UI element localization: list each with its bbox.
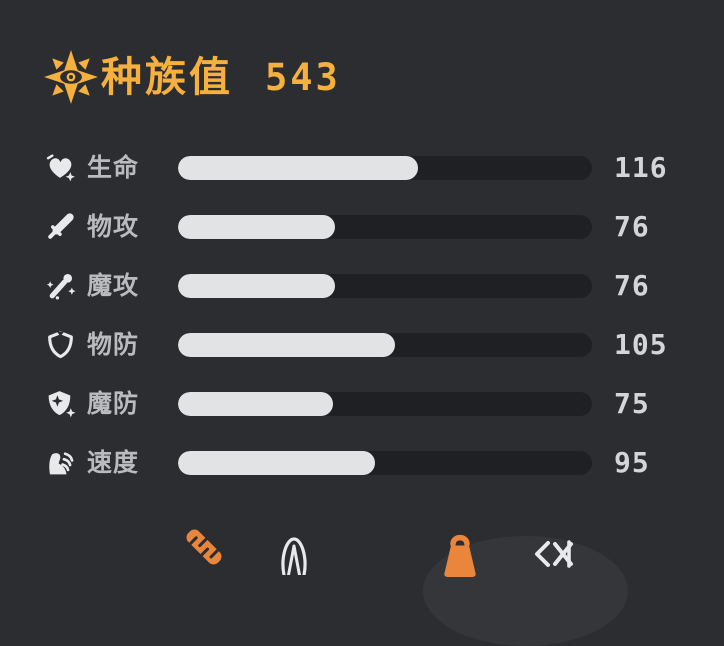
stat-bar-hp bbox=[178, 155, 592, 180]
stat-label: 魔防 bbox=[87, 389, 140, 418]
page-title: 种族值 bbox=[101, 52, 233, 101]
base-stats-header: 种族值 543 bbox=[43, 48, 341, 106]
stat-row-speed: 速度 95 bbox=[0, 433, 724, 492]
stat-value: 75 bbox=[614, 386, 650, 420]
stat-value: 105 bbox=[614, 327, 668, 361]
arch-outline-icon[interactable] bbox=[278, 535, 310, 575]
stat-bar-fill bbox=[178, 450, 375, 475]
stat-bar-fill bbox=[178, 391, 334, 416]
stat-bar-speed bbox=[178, 450, 592, 475]
weight-icon[interactable] bbox=[438, 531, 482, 577]
speed-boot-icon bbox=[49, 452, 74, 475]
stat-row-magic-defense: 魔防 75 bbox=[0, 374, 724, 433]
stat-row-magic-attack: 魔攻 76 bbox=[0, 256, 724, 315]
base-stats-panel: { "title": { "icon": "star-eye-icon", "l… bbox=[0, 48, 724, 577]
stat-label: 速度 bbox=[87, 448, 140, 477]
stat-label: 生命 bbox=[87, 153, 140, 182]
stat-value: 76 bbox=[614, 268, 650, 302]
stat-bar-fill bbox=[178, 214, 336, 239]
base-stats-total: 543 bbox=[265, 55, 341, 99]
stat-bar-fill bbox=[178, 155, 419, 180]
stat-bar-fill bbox=[178, 332, 396, 357]
stat-value: 76 bbox=[614, 209, 650, 243]
stat-value: 116 bbox=[614, 150, 668, 184]
stats-list: 生命 116 物攻 76 魔攻 76 bbox=[0, 138, 724, 492]
stat-bar-fill bbox=[178, 273, 336, 298]
heart-icon bbox=[46, 154, 75, 182]
stat-bar-magic-defense bbox=[178, 391, 592, 416]
magic-shield-icon bbox=[48, 391, 76, 418]
fish-skeleton-icon[interactable] bbox=[534, 539, 574, 571]
stat-row-physical-defense: 物防 105 bbox=[0, 315, 724, 374]
magic-wand-icon bbox=[46, 273, 76, 300]
stat-value: 95 bbox=[614, 445, 650, 479]
stat-row-hp: 生命 116 bbox=[0, 138, 724, 197]
star-eye-icon bbox=[44, 50, 98, 104]
stat-label: 魔攻 bbox=[87, 271, 140, 300]
stat-row-physical-attack: 物攻 76 bbox=[0, 197, 724, 256]
stat-bar-physical-attack bbox=[178, 214, 592, 239]
stat-bar-physical-defense bbox=[178, 332, 592, 357]
ruler-icon[interactable] bbox=[180, 523, 228, 571]
sword-icon bbox=[48, 213, 74, 239]
shield-icon bbox=[48, 331, 73, 359]
stat-label: 物防 bbox=[87, 330, 140, 359]
stat-label: 物攻 bbox=[87, 212, 140, 241]
stat-bar-magic-attack bbox=[178, 273, 592, 298]
